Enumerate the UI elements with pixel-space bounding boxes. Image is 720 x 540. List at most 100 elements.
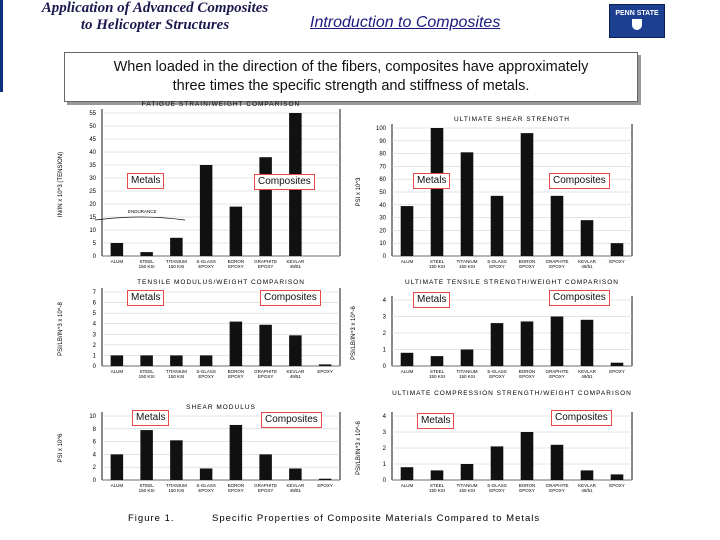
bar [259,324,272,366]
shield-icon [632,19,642,30]
chart-panel: ULTIMATE SHEAR STRENGTH 0 10 20 30 40 50 60 70 80… [356,116,633,269]
x-tick-label: S-GLASS [487,483,507,488]
bar [520,321,534,366]
y-tick-label: 45 [89,137,96,143]
bar [400,206,414,256]
x-tick-label: BORON [519,259,536,264]
y-tick-label: 6 [93,301,97,307]
x-tick-label: ALUM [111,259,124,264]
bar [229,424,243,480]
bar [229,321,243,366]
x-tick-label: BORON [228,259,245,264]
y-tick-label: 1 [93,353,97,359]
y-tick-label: 0 [93,478,97,484]
metals-marker: Metals [132,410,170,426]
y-tick-label: 5 [93,311,97,317]
x-tick-label: KEVLAR [286,369,305,374]
x-tick-label: GRAPHITE [545,483,568,488]
chart-panel: TENSILE MODULUS/WEIGHT COMPARISON 0 1 2 3 4 5 6… [58,279,341,379]
y-tick-label: 0 [383,254,387,260]
x-tick-sublabel: 49/51 [581,264,593,269]
x-tick-label: TITANIUM [457,369,478,374]
x-tick-label: BORON [519,369,536,374]
x-tick-sublabel: EPOXY [519,374,535,379]
x-tick-sublabel: 150 KSI [459,488,475,493]
bar [460,152,474,256]
metals-marker: Metals [417,413,455,429]
summary-callout: When loaded in the direction of the fibe… [64,52,638,102]
bar [580,220,594,256]
bar [400,352,414,366]
y-axis-label: IN/IN x 10^3 (TENSION) [58,152,64,217]
x-tick-sublabel: EPOXY [228,488,244,493]
course-title-line2: to Helicopter Structures [80,17,230,33]
y-tick-label: 20 [379,228,386,234]
chart-title: ULTIMATE TENSILE STRENGTH/WEIGHT COMPARI… [405,279,619,286]
bar [430,128,444,256]
x-tick-label: STEEL [139,259,154,264]
y-tick-label: 0 [383,364,387,370]
bar [259,454,272,480]
chart-title: FATIGUE STRAIN/WEIGHT COMPARISON [142,101,300,108]
x-tick-label: GRAPHITE [254,369,277,374]
y-tick-label: 0 [383,478,387,484]
y-tick-label: 0 [93,254,97,260]
x-tick-sublabel: 150 KSI [459,374,475,379]
x-tick-sublabel: 49/51 [581,488,593,493]
x-tick-label: STEEL [430,483,445,488]
y-tick-label: 6 [93,440,97,446]
composites-marker: Composites [549,290,610,306]
y-axis-label: PSI/LB/IN^3 x 10^-6 [351,306,357,360]
bar [229,206,243,256]
composites-marker: Composites [260,290,321,306]
bar [140,252,153,256]
x-tick-label: TITANIUM [166,369,187,374]
chart-title: ULTIMATE COMPRESSION STRENGTH/WEIGHT COM… [392,390,632,397]
x-tick-label: STEEL [139,369,154,374]
x-tick-sublabel: EPOXY [258,374,274,379]
x-tick-sublabel: EPOXY [549,374,565,379]
course-title-line1: Application of Advanced Composites [41,0,269,16]
y-tick-label: 50 [379,190,386,196]
y-tick-label: 50 [89,124,96,130]
y-tick-label: 20 [89,202,96,208]
y-tick-label: 70 [379,164,386,170]
metals-marker: Metals [413,173,451,189]
x-tick-sublabel: 49/51 [581,374,593,379]
endurance-brace [94,216,186,221]
y-tick-label: 4 [93,322,97,328]
bar [610,243,624,256]
bar [318,364,332,366]
x-tick-label: EPOXY [609,369,625,374]
x-tick-label: S-GLASS [196,369,216,374]
composites-marker: Composites [254,174,315,190]
x-tick-label: GRAPHITE [254,483,277,488]
university-logo: PENN STATE [609,4,665,38]
x-tick-label: EPOXY [317,369,333,374]
y-tick-label: 30 [379,216,386,222]
y-tick-label: 2 [93,465,97,471]
x-tick-label: ALUM [111,369,124,374]
x-tick-label: S-GLASS [196,483,216,488]
endurance-label: ENDURANCE [128,209,157,214]
y-tick-label: 3 [383,315,387,321]
bar [259,157,272,256]
x-tick-label: KEVLAR [578,483,597,488]
x-tick-label: ALUM [401,483,414,488]
x-tick-label: BORON [228,369,245,374]
bar [490,446,504,480]
x-tick-label: TITANIUM [457,483,478,488]
section-title[interactable]: Introduction to Composites [310,14,501,31]
x-tick-sublabel: 150 KSI [429,488,445,493]
bar [289,468,302,480]
y-tick-label: 55 [89,111,96,117]
x-tick-label: S-GLASS [487,259,507,264]
y-tick-label: 4 [383,298,387,304]
bar [400,467,414,480]
x-tick-label: STEEL [139,483,154,488]
y-tick-label: 40 [89,150,96,156]
x-tick-sublabel: EPOXY [228,374,244,379]
x-tick-label: TITANIUM [457,259,478,264]
x-tick-sublabel: EPOXY [489,264,505,269]
x-tick-sublabel: EPOXY [549,264,565,269]
